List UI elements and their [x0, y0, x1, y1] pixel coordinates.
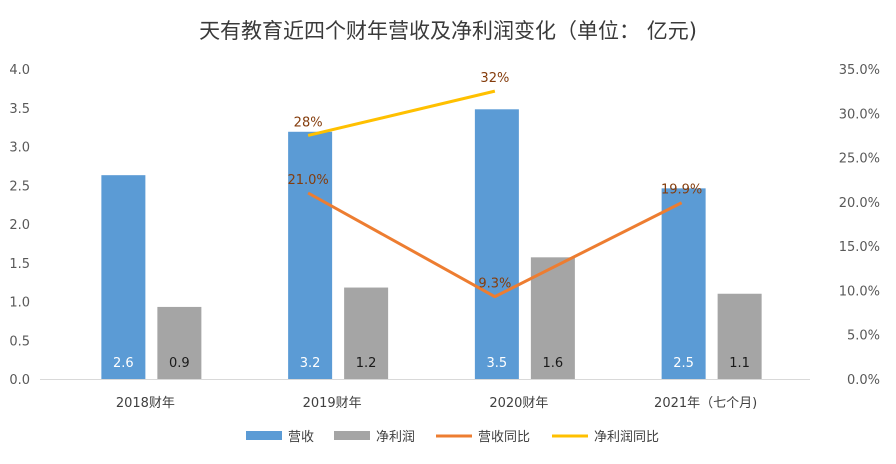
line-data-label: 21.0% — [287, 173, 328, 188]
y-tick-left: 0.0 — [9, 373, 30, 388]
x-category-label: 2018财年 — [116, 396, 175, 411]
y-tick-left: 3.0 — [9, 141, 30, 156]
bar-data-label: 2.5 — [673, 356, 694, 371]
y-tick-left: 2.5 — [9, 179, 30, 194]
legend-label: 营收同比 — [478, 430, 530, 445]
bar-net-profit — [157, 306, 202, 379]
y-tick-left: 2.0 — [9, 218, 30, 233]
y-tick-left: 1.0 — [9, 296, 30, 311]
y-tick-left: 4.0 — [9, 63, 30, 78]
line-data-label: 28% — [294, 115, 323, 130]
y-tick-right: 35.0% — [839, 63, 880, 78]
x-category-label: 2021年（七个月) — [654, 396, 757, 411]
bars: 2.6 3.2 3.5 2.5 0.9 1.2 1.6 1.1 — [101, 109, 762, 380]
line-data-label: 32% — [480, 71, 509, 86]
bar-revenue — [474, 109, 519, 380]
x-category-label: 2019财年 — [303, 396, 362, 411]
y-tick-right: 30.0% — [839, 107, 880, 122]
y-tick-right: 0.0% — [847, 373, 880, 388]
bar-data-label: 1.1 — [729, 356, 750, 371]
x-category-label: 2020财年 — [489, 396, 548, 411]
bar-data-label: 0.9 — [169, 356, 190, 371]
y-axis-right: 0.0% 5.0% 10.0% 15.0% 20.0% 25.0% 30.0% 35.0% — [839, 63, 880, 388]
line-data-label: 9.3% — [478, 277, 511, 292]
chart-title: 天有教育近四个财年营收及净利润变化（单位： 亿元) — [199, 19, 697, 43]
line-net-profit-yoy — [307, 89, 496, 137]
x-axis-categories: 2018财年 2019财年 2020财年 2021年（七个月) — [116, 396, 757, 411]
legend-swatch-bar — [334, 431, 370, 440]
y-tick-left: 0.5 — [9, 334, 30, 349]
y-tick-right: 25.0% — [839, 152, 880, 167]
legend-label: 营收 — [288, 430, 314, 445]
line-data-label: 19.9% — [661, 183, 702, 198]
bar-data-label: 3.2 — [300, 356, 321, 371]
lines: 21.0% 9.3% 19.9% 28% 32% — [287, 71, 702, 299]
y-axis-left: 0.0 0.5 1.0 1.5 2.0 2.5 3.0 3.5 4.0 — [9, 63, 30, 388]
y-tick-right: 10.0% — [839, 284, 880, 299]
bar-revenue — [101, 175, 146, 379]
bar-net-profit — [717, 293, 762, 379]
y-tick-right: 15.0% — [839, 240, 880, 255]
y-tick-right: 5.0% — [847, 329, 880, 344]
bar-data-label: 2.6 — [113, 356, 134, 371]
legend-label: 净利润同比 — [594, 430, 659, 445]
line-revenue-yoy — [307, 191, 683, 299]
bar-revenue — [661, 188, 706, 379]
y-tick-left: 1.5 — [9, 257, 30, 272]
bar-net-profit — [344, 287, 389, 379]
bar-data-label: 3.5 — [487, 356, 508, 371]
bar-data-label: 1.6 — [543, 356, 564, 371]
legend-label: 净利润 — [376, 430, 415, 445]
bar-data-label: 1.2 — [356, 356, 377, 371]
bar-revenue — [288, 131, 333, 379]
y-tick-left: 3.5 — [9, 102, 30, 117]
legend: 营收 净利润 营收同比 净利润同比 — [246, 430, 659, 445]
legend-swatch-bar — [246, 431, 282, 440]
bar-net-profit — [530, 257, 575, 379]
y-tick-right: 20.0% — [839, 196, 880, 211]
